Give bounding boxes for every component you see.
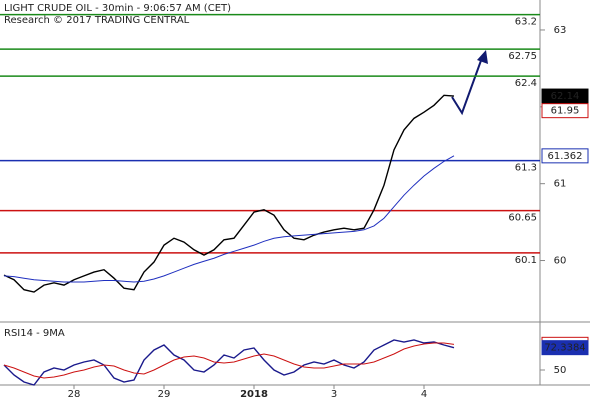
series-line (3, 342, 455, 379)
forecast-arrow (451, 54, 484, 116)
level-label: 61.3 (515, 163, 537, 174)
series-line (3, 155, 455, 283)
price-marker-label: 61.95 (551, 106, 580, 117)
series-line (3, 94, 455, 293)
x-tick-label: 2018 (240, 389, 268, 400)
level-label: 62.75 (508, 51, 537, 62)
y-tick-label: 63 (554, 25, 567, 36)
level-label: 62.4 (515, 78, 537, 89)
level-label: 60.65 (508, 213, 537, 224)
price-marker (541, 340, 589, 356)
x-tick-label: 4 (421, 389, 427, 400)
x-tick-label: 28 (68, 389, 81, 400)
chart-subtitle: Research © 2017 TRADING CENTRAL (4, 15, 190, 26)
price-marker (541, 88, 589, 104)
level-label: 60.1 (515, 255, 537, 266)
price-marker-label: 72.3384 (544, 343, 585, 354)
price-marker-label: 61.362 (548, 151, 583, 162)
x-tick-label: 3 (331, 389, 337, 400)
chart-title: LIGHT CRUDE OIL - 30min - 9:06:57 AM (CE… (4, 3, 231, 14)
arrow-head (477, 50, 488, 64)
y-tick-label: 50 (554, 365, 567, 376)
y-tick-label: 60 (554, 256, 567, 267)
price-marker-label: 62.14 (551, 91, 580, 102)
series-line (3, 339, 455, 386)
y-tick-label: 61 (554, 179, 567, 190)
price-marker (541, 148, 589, 164)
x-tick-label: 29 (158, 389, 171, 400)
level-label: 63.2 (515, 17, 537, 28)
price-marker (541, 103, 589, 119)
rsi-title: RSI14 - 9MA (4, 328, 65, 339)
